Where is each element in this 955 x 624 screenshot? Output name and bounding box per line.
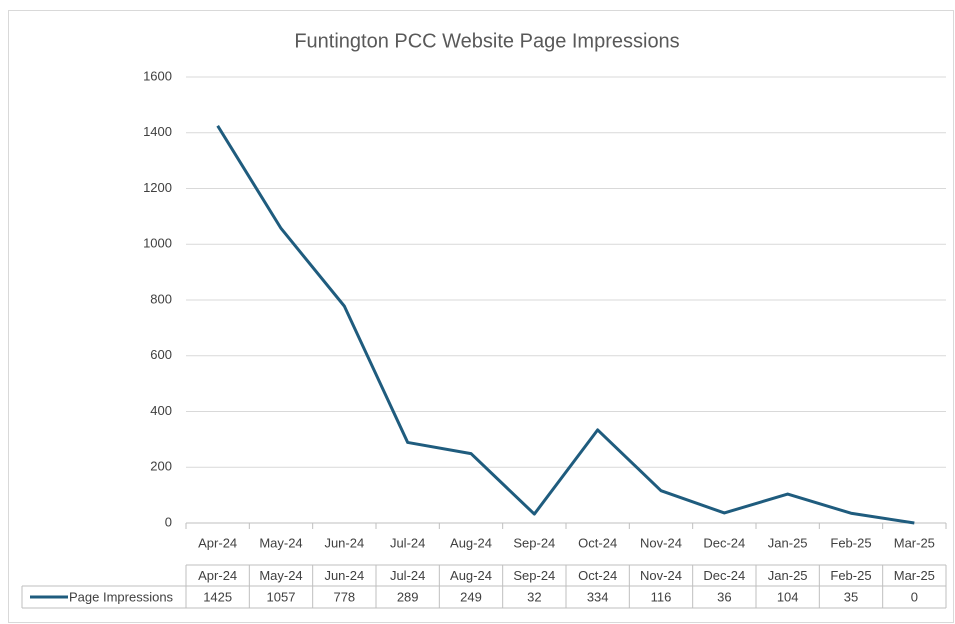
y-tick-label: 1400 bbox=[143, 124, 172, 139]
table-header: Jun-24 bbox=[324, 568, 364, 583]
chart-title: Funtington PCC Website Page Impressions bbox=[294, 30, 679, 52]
x-tick-label: Jan-25 bbox=[768, 535, 808, 550]
x-tick-label: May-24 bbox=[259, 535, 302, 550]
x-tick-label: Jul-24 bbox=[390, 535, 425, 550]
y-tick-label: 200 bbox=[150, 459, 172, 474]
x-tick-label: Sep-24 bbox=[513, 535, 555, 550]
y-tick-label: 400 bbox=[150, 403, 172, 418]
table-header: Jan-25 bbox=[768, 568, 808, 583]
y-tick-label: 800 bbox=[150, 291, 172, 306]
table-value: 334 bbox=[587, 589, 609, 604]
x-tick-label: Nov-24 bbox=[640, 535, 682, 550]
table-header: Mar-25 bbox=[894, 568, 935, 583]
table-value: 104 bbox=[777, 589, 799, 604]
table-value: 0 bbox=[911, 589, 918, 604]
x-tick-label: Mar-25 bbox=[894, 535, 935, 550]
table-value: 36 bbox=[717, 589, 731, 604]
x-tick-label: Jun-24 bbox=[324, 535, 364, 550]
table-value: 1425 bbox=[203, 589, 232, 604]
table-header: Feb-25 bbox=[830, 568, 871, 583]
table-value: 116 bbox=[651, 589, 672, 604]
x-tick-label: Feb-25 bbox=[830, 535, 871, 550]
y-tick-label: 1200 bbox=[143, 180, 172, 195]
x-tick-label: Apr-24 bbox=[198, 535, 237, 550]
table-value: 1057 bbox=[267, 589, 296, 604]
legend-label: Page Impressions bbox=[69, 589, 174, 604]
table-header: Apr-24 bbox=[198, 568, 237, 583]
table-value: 32 bbox=[527, 589, 541, 604]
table-value: 289 bbox=[397, 589, 419, 604]
x-tick-label: Aug-24 bbox=[450, 535, 492, 550]
table-header: Dec-24 bbox=[703, 568, 745, 583]
chart-border bbox=[8, 10, 954, 623]
table-header: Jul-24 bbox=[390, 568, 425, 583]
data-line bbox=[216, 124, 915, 525]
y-tick-label: 1600 bbox=[143, 68, 172, 83]
table-header: Aug-24 bbox=[450, 568, 492, 583]
y-tick-label: 600 bbox=[150, 347, 172, 362]
table-header: Oct-24 bbox=[578, 568, 617, 583]
x-tick-label: Dec-24 bbox=[703, 535, 745, 550]
y-tick-label: 1000 bbox=[143, 236, 172, 251]
table-value: 249 bbox=[460, 589, 482, 604]
table-header: May-24 bbox=[259, 568, 302, 583]
table-value: 778 bbox=[333, 589, 355, 604]
y-tick-label: 0 bbox=[165, 514, 172, 529]
table-header: Sep-24 bbox=[513, 568, 555, 583]
x-tick-label: Oct-24 bbox=[578, 535, 617, 550]
table-value: 35 bbox=[844, 589, 858, 604]
table-header: Nov-24 bbox=[640, 568, 682, 583]
